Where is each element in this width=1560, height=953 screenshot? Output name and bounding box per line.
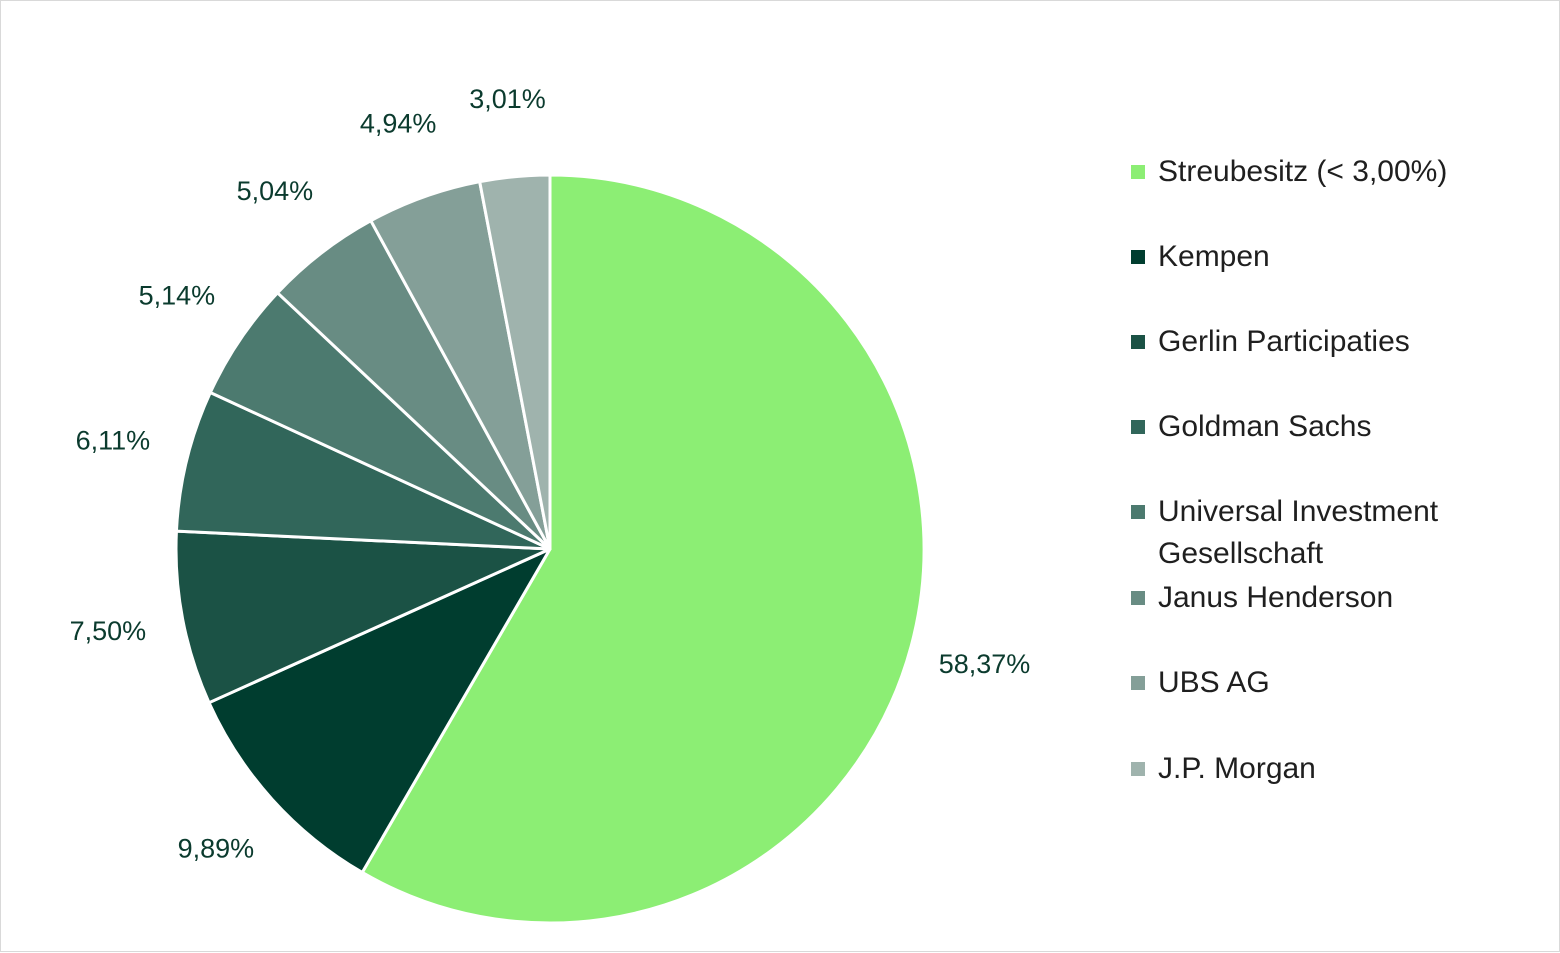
legend-swatch	[1131, 676, 1145, 690]
pie-slice	[207, 547, 552, 874]
legend-item-kempen: Kempen	[1131, 236, 1498, 278]
legend-swatch	[1131, 165, 1145, 179]
data-label: 5,14%	[139, 281, 216, 311]
legend-label: Kempen	[1158, 240, 1270, 273]
legend-swatch	[1131, 762, 1145, 776]
legend-swatch	[1131, 591, 1145, 605]
legend-item-goldman: Goldman Sachs	[1131, 406, 1498, 448]
legend-label: Streubesitz (< 3,00%)	[1158, 155, 1448, 188]
legend-swatch	[1131, 420, 1145, 434]
pie-slice	[360, 173, 926, 925]
pie-slice	[174, 391, 552, 551]
data-label: 4,94%	[360, 109, 437, 139]
data-label: 58,37%	[939, 649, 1031, 679]
legend-item-jpmorgan: J.P. Morgan	[1131, 748, 1498, 790]
legend-label: Goldman Sachs	[1158, 410, 1372, 443]
legend-label: J.P. Morgan	[1158, 752, 1316, 785]
legend-label: UBS AG	[1158, 666, 1270, 699]
data-label: 5,04%	[237, 176, 314, 206]
legend-swatch	[1131, 505, 1145, 519]
legend-item-universal: Universal Investment Gesellschaft	[1131, 491, 1478, 575]
data-label: 7,50%	[70, 616, 147, 646]
pie-slice	[478, 173, 552, 551]
legend-label: Universal Investment Gesellschaft	[1158, 495, 1439, 570]
legend-label: Gerlin Participaties	[1158, 325, 1410, 358]
data-label: 9,89%	[178, 834, 255, 864]
data-label: 6,11%	[76, 425, 151, 455]
pie-slice	[174, 529, 552, 705]
legend-item-janus: Janus Henderson	[1131, 577, 1498, 619]
legend-label: Janus Henderson	[1158, 581, 1394, 614]
legend-swatch	[1131, 250, 1145, 264]
legend-item-gerlin: Gerlin Participaties	[1131, 321, 1498, 363]
legend-item-ubs: UBS AG	[1131, 662, 1498, 704]
legend-swatch	[1131, 335, 1145, 349]
data-label: 3,01%	[469, 84, 546, 114]
legend-item-streubesitz: Streubesitz (< 3,00%)	[1131, 151, 1498, 193]
